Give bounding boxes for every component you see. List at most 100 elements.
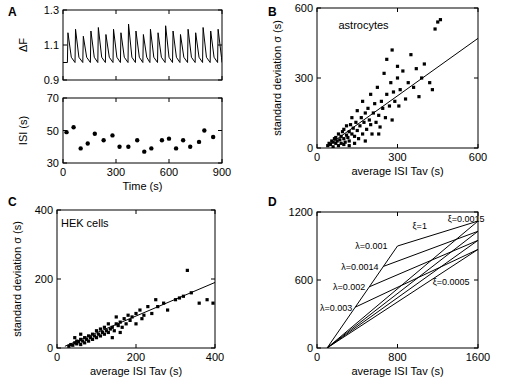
x-tick — [63, 76, 64, 80]
panel: 02004000200400Caverage ISI Tav (s)standa… — [8, 195, 224, 377]
point — [149, 146, 153, 150]
y-axis-label: ISI (s) — [17, 116, 29, 145]
x-tick-label: 900 — [213, 166, 231, 178]
y-axis-label: standard deviation σ (s) — [11, 221, 23, 337]
point — [73, 336, 76, 339]
x-tick-label: 600 — [469, 151, 487, 163]
y-tick-label: 50 — [47, 125, 59, 137]
line — [327, 240, 478, 348]
x-tick — [222, 98, 223, 102]
point — [365, 128, 368, 131]
point — [404, 97, 407, 100]
point — [439, 18, 442, 21]
x-tick — [116, 159, 117, 163]
point — [167, 136, 171, 140]
point — [107, 322, 110, 325]
point — [356, 109, 359, 112]
y-tick-label: 1.3 — [44, 4, 59, 16]
line — [65, 282, 215, 346]
x-tick — [57, 210, 58, 214]
annotation: λ=0.002 — [333, 282, 365, 292]
point — [364, 139, 367, 142]
point — [356, 129, 359, 132]
point — [181, 138, 185, 142]
x-tick-label: 800 — [388, 351, 406, 363]
point — [160, 138, 164, 142]
x-tick — [215, 344, 216, 348]
point — [127, 314, 130, 317]
y-tick-label: 200 — [35, 273, 53, 285]
point — [150, 312, 153, 315]
x-tick — [57, 344, 58, 348]
y-tick — [211, 348, 215, 349]
point — [113, 329, 116, 332]
x-tick — [317, 344, 318, 348]
y-tick — [57, 348, 61, 349]
point — [357, 137, 360, 140]
point — [389, 81, 392, 84]
y-tick — [474, 280, 478, 281]
y-tick — [211, 279, 215, 280]
point — [174, 146, 178, 150]
point — [79, 333, 82, 336]
point — [83, 341, 86, 344]
x-tick-label: 1600 — [466, 351, 490, 363]
line — [383, 231, 478, 266]
panel-label: B — [268, 5, 277, 19]
y-tick — [317, 212, 321, 213]
x-tick — [116, 10, 117, 14]
point — [119, 331, 122, 334]
point — [366, 107, 369, 110]
point — [64, 130, 68, 134]
point — [423, 62, 426, 65]
x-tick — [317, 144, 318, 148]
x-tick — [317, 212, 318, 216]
figure: 0.91.11.3AΔF0300600900305070Time (s)ISI … — [0, 0, 524, 384]
point — [91, 338, 94, 341]
point — [388, 104, 391, 107]
y-tick — [474, 78, 478, 79]
point — [376, 86, 379, 89]
y-tick — [317, 280, 321, 281]
point — [107, 331, 110, 334]
y-tick-label: 0.9 — [44, 74, 59, 86]
data-area — [327, 221, 478, 348]
point — [197, 140, 201, 144]
point — [115, 315, 118, 318]
x-tick-label: 200 — [127, 351, 145, 363]
x-tick-label: 400 — [206, 351, 224, 363]
point — [348, 144, 351, 147]
point — [417, 95, 420, 98]
point — [211, 302, 214, 305]
plot-frame — [317, 212, 478, 348]
point — [146, 305, 149, 308]
point — [166, 308, 169, 311]
point — [348, 139, 351, 142]
point — [121, 326, 124, 329]
x-tick-label: 0 — [60, 166, 66, 178]
x-tick-label: 300 — [107, 166, 125, 178]
x-tick — [397, 344, 398, 348]
point — [342, 128, 345, 131]
y-tick — [218, 80, 222, 81]
point — [433, 27, 436, 30]
point — [409, 53, 412, 56]
y-tick — [57, 210, 61, 211]
x-tick — [63, 159, 64, 163]
point — [103, 333, 106, 336]
panel: 0.91.11.3AΔF — [8, 4, 222, 86]
x-tick-label: 0 — [314, 351, 320, 363]
panel-label: D — [268, 195, 277, 209]
y-tick — [63, 10, 67, 11]
y-tick — [218, 10, 222, 11]
point — [138, 308, 141, 311]
x-tick — [169, 10, 170, 14]
x-tick — [63, 10, 64, 14]
point — [342, 143, 345, 146]
point — [140, 317, 143, 320]
point — [134, 312, 137, 315]
y-tick-label: 600 — [295, 274, 313, 286]
y-tick — [474, 348, 478, 349]
x-tick — [116, 76, 117, 80]
point — [79, 343, 82, 346]
